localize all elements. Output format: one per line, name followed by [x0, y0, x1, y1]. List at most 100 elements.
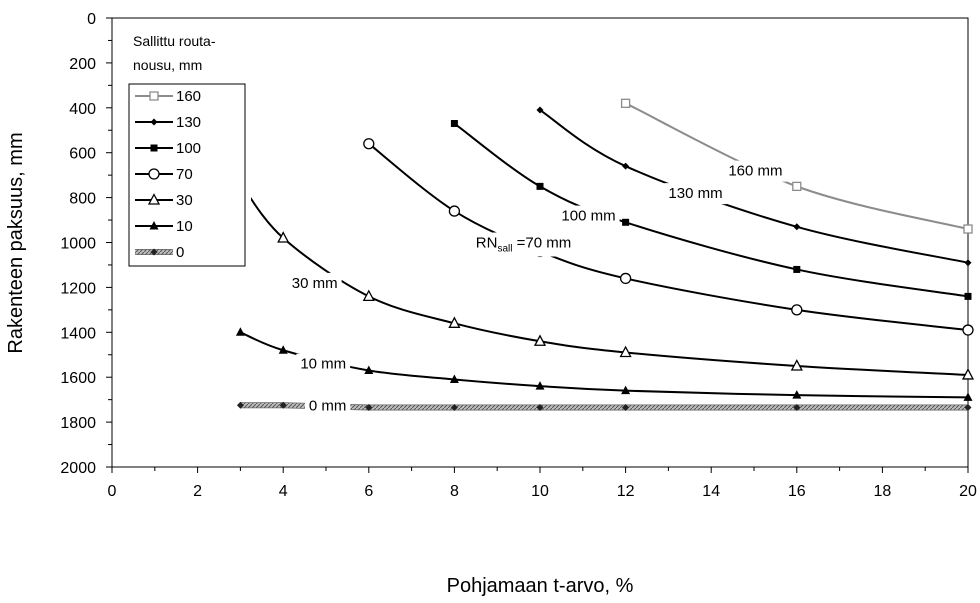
y-tick-label: 1400 [60, 325, 96, 342]
data-point-10 [364, 365, 374, 374]
annotation-label: 130 mm [664, 183, 727, 205]
data-point-70 [962, 324, 974, 336]
data-point-30 [448, 316, 461, 328]
legend-marker [150, 144, 158, 152]
series-160 [620, 98, 973, 234]
data-point-10 [963, 392, 973, 401]
annotations: 160 mm 130 mm 100 mm RNsall =70 mm 30 mm 10 m… [287, 160, 787, 417]
y-axis-title: Rakenteen paksuus, mm [5, 132, 27, 353]
annotation-bg [287, 272, 342, 294]
data-point-70 [619, 272, 632, 285]
annotation-text: 30 mm [292, 275, 338, 292]
y-tick-label: 2000 [60, 460, 96, 477]
data-point-30 [619, 345, 632, 358]
y-tick-label: 1600 [60, 370, 96, 387]
legend-marker [147, 193, 161, 205]
data-point-160 [620, 98, 631, 108]
data-point-100 [536, 182, 544, 190]
x-axis: 0 2 4 6 8 10 12 14 16 18 20 [108, 467, 977, 500]
x-tick-label: 4 [279, 483, 288, 500]
x-tick-label: 14 [702, 483, 720, 500]
legend-label: 130 [176, 114, 201, 131]
annotation-label: 100 mm [557, 205, 620, 227]
data-point-10 [792, 390, 802, 399]
data-point-30 [533, 334, 547, 346]
y-tick-label: 1200 [60, 280, 96, 297]
series-70 [363, 138, 974, 336]
data-point-0 [450, 404, 458, 412]
series-line-160 [625, 102, 969, 231]
data-point-100 [450, 120, 458, 128]
annotation-bg [664, 183, 727, 205]
data-point-30 [277, 231, 290, 243]
data-point-160 [792, 181, 802, 192]
data-point-100 [964, 292, 972, 300]
y-tick-label: 800 [69, 191, 96, 208]
annotation-bg [296, 353, 351, 375]
data-point-0 [236, 401, 244, 409]
annotation-text: 160 mm [728, 163, 782, 180]
annotation-bg [557, 205, 620, 227]
data-point-10 [278, 345, 288, 354]
annotation-text: 10 mm [300, 356, 346, 373]
data-point-130 [964, 259, 972, 267]
y-tick-label: 600 [69, 146, 96, 163]
data-point-100 [793, 265, 801, 273]
data-point-10 [621, 385, 631, 395]
data-point-0 [365, 404, 373, 412]
legend-item-30: 30 [135, 192, 193, 209]
data-point-30 [790, 359, 803, 371]
data-point-0 [964, 404, 972, 412]
legend-label: 70 [176, 166, 193, 183]
data-point-0 [622, 404, 630, 412]
legend-marker [149, 91, 159, 101]
legend-label: 0 [176, 244, 184, 261]
y-tick-label: 1800 [60, 415, 96, 432]
legend-item-0: 0 [135, 244, 184, 261]
y-tick-label: 1000 [60, 236, 96, 253]
annotation-bg [724, 160, 787, 182]
legend-marker [148, 168, 160, 180]
legend-item-160: 160 [135, 88, 201, 105]
legend-marker [150, 118, 158, 126]
legend-item-100: 100 [135, 140, 201, 157]
series-line-130 [539, 109, 969, 264]
data-point-70 [448, 205, 461, 217]
data-point-30 [961, 368, 975, 380]
legend-item-70: 70 [135, 166, 193, 183]
x-tick-label: 16 [788, 483, 806, 500]
data-point-0 [536, 404, 544, 412]
y-axis: 0 200 400 600 800 1000 1200 1400 1600 1800 2000 [60, 11, 112, 477]
data-point-0 [279, 401, 287, 409]
legend-item-130: 130 [135, 114, 201, 131]
series-line-100 [453, 122, 969, 298]
data-point-130 [536, 106, 544, 114]
annotation-bg [304, 395, 351, 417]
series-100 [450, 120, 972, 300]
y-tick-label: 200 [69, 56, 96, 73]
data-point-130 [622, 162, 630, 170]
data-point-10 [535, 381, 545, 390]
series-line-70 [368, 142, 969, 332]
y-tick-label: 0 [87, 11, 96, 28]
annotation-label: 30 mm [287, 272, 342, 294]
annotation-text: 100 mm [561, 208, 615, 225]
annotation-text: 130 mm [668, 185, 722, 202]
legend-item-10: 10 [135, 218, 193, 235]
data-point-100 [622, 218, 630, 226]
data-point-10 [235, 327, 245, 336]
x-tick-label: 12 [617, 483, 635, 500]
annotation-label: 10 mm [296, 353, 351, 375]
data-point-70 [791, 304, 803, 316]
x-tick-label: 20 [959, 483, 977, 500]
x-tick-label: 10 [531, 483, 549, 500]
x-tick-label: 2 [193, 483, 202, 500]
series-layer [234, 98, 975, 412]
x-tick-label: 8 [450, 483, 459, 500]
x-tick-label: 18 [874, 483, 892, 500]
annotation-label: 0 mm [304, 395, 351, 417]
legend-title: nousu, mm [133, 57, 202, 73]
data-point-70 [363, 138, 375, 150]
